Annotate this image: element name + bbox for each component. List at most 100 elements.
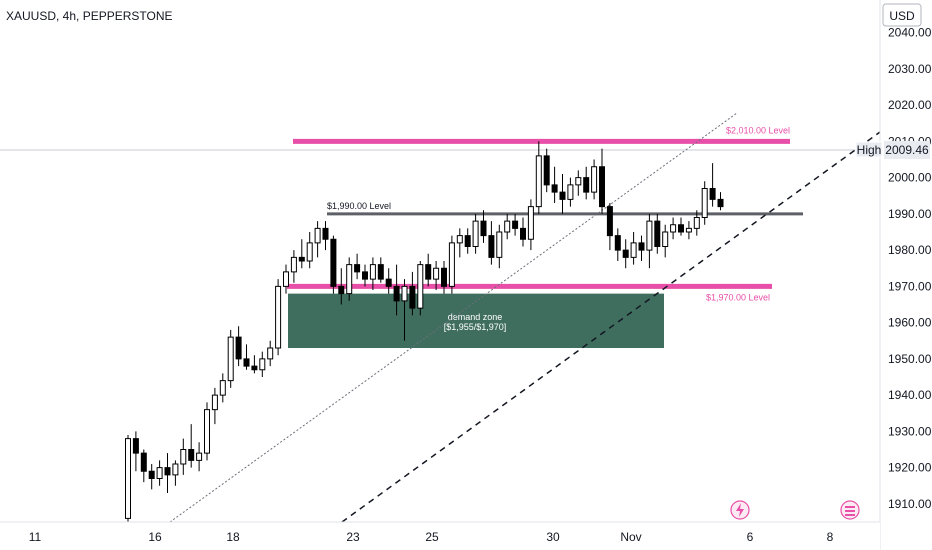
candle-body — [385, 278, 392, 287]
earnings-event-icon[interactable] — [840, 500, 860, 520]
high-price-value: 2009.46 — [885, 143, 929, 157]
time-tick-label: 25 — [425, 530, 439, 544]
candle-body — [306, 242, 313, 262]
candle-body — [646, 220, 653, 251]
level-label-1970: $1,970.00 Level — [706, 292, 770, 302]
candle-body — [551, 184, 558, 193]
candle-body — [614, 235, 621, 251]
candle-body — [290, 256, 297, 273]
price-tick-label: 1950.00 — [888, 352, 932, 366]
level-line-1970 — [287, 283, 772, 289]
price-tick-label: 2000.00 — [888, 171, 932, 185]
candle-body — [678, 224, 684, 233]
demand-zone: demand zone[$1,955/$1,970] — [288, 293, 664, 348]
time-tick-label: 6 — [747, 530, 754, 544]
price-axis — [880, 0, 932, 550]
candle-body — [298, 256, 305, 262]
candle-body — [543, 155, 550, 186]
candle-body — [622, 249, 629, 258]
price-tick-label: 1980.00 — [888, 243, 932, 257]
candle-body — [259, 358, 266, 371]
support-trendline — [341, 131, 881, 523]
candle-body — [709, 188, 716, 200]
candle-body — [504, 220, 511, 233]
candle-body — [196, 452, 203, 461]
candle-body — [693, 217, 700, 229]
trendlines — [169, 112, 881, 523]
candle-body — [314, 227, 321, 244]
candle-body — [527, 206, 534, 240]
level-label-1990: $1,990.00 Level — [327, 201, 391, 211]
candle-body — [148, 470, 155, 479]
candle-body — [219, 380, 226, 396]
candles — [125, 141, 724, 522]
currency-label: USD — [889, 9, 915, 23]
candle-body — [164, 467, 171, 476]
level-line-2010 — [293, 138, 790, 144]
candle-body — [393, 285, 400, 302]
currency-box[interactable] — [882, 3, 922, 27]
price-tick-label: 1960.00 — [888, 316, 932, 330]
level-label-2010: $2,010.00 Level — [726, 125, 790, 135]
price-tick-label: 1990.00 — [888, 207, 932, 221]
candle-body — [670, 224, 677, 233]
price-tick-label: 1930.00 — [888, 424, 932, 438]
candle-body — [180, 449, 187, 465]
candle-body — [211, 394, 218, 411]
candle-body — [377, 264, 384, 280]
candle-body — [267, 347, 274, 360]
candle-body — [401, 285, 408, 302]
time-tick-label: 23 — [346, 530, 360, 544]
price-tick-label: 1910.00 — [888, 497, 932, 511]
candle-body — [583, 177, 590, 193]
candle-body — [275, 285, 282, 349]
flash-event-icon[interactable] — [730, 500, 750, 520]
price-tick-label: 1920.00 — [888, 461, 932, 475]
candle-body — [417, 264, 424, 309]
candle-body — [520, 227, 526, 240]
price-levels: $2,010.00 Level $1,990.00 Level $1,970.00 … — [287, 125, 803, 302]
candle-body — [227, 336, 234, 382]
candle-body — [717, 198, 724, 208]
time-axis — [0, 522, 880, 550]
candle-body — [425, 264, 432, 280]
candle-body — [140, 452, 147, 472]
demand-zone-label: demand zone — [448, 312, 503, 322]
candle-body — [125, 438, 131, 519]
candle-body — [575, 177, 582, 186]
candle-body — [362, 271, 368, 280]
time-tick-label: Nov — [620, 530, 641, 544]
candle-body — [606, 206, 613, 237]
candle-body — [433, 267, 440, 280]
candle-body — [630, 242, 637, 258]
time-tick-label: 18 — [226, 530, 240, 544]
candle-body — [188, 449, 195, 461]
price-tick-label: 2030.00 — [888, 62, 932, 76]
candle-body — [488, 235, 495, 258]
time-tick-label: 30 — [546, 530, 560, 544]
time-tick-label: 11 — [29, 530, 42, 544]
high-label-box — [855, 141, 883, 158]
candle-body — [409, 285, 416, 309]
time-tick-label: 16 — [148, 530, 162, 544]
candle-body — [369, 264, 376, 280]
high-label: High — [857, 143, 882, 157]
candle-body — [599, 166, 605, 208]
candle-body — [685, 227, 692, 233]
price-tick-label: 2020.00 — [888, 98, 932, 112]
high-price-box — [884, 141, 930, 159]
candle-body — [654, 220, 661, 247]
candle-body — [496, 231, 503, 258]
candle-body — [456, 235, 463, 244]
candle-body — [283, 271, 289, 287]
price-tick-label: 1940.00 — [888, 388, 932, 402]
price-tick-label: 1970.00 — [888, 279, 932, 293]
candle-body — [204, 409, 210, 454]
candle-body — [441, 267, 447, 287]
symbol-title: XAUUSD, 4h, PEPPERSTONE — [6, 9, 173, 23]
candle-body — [243, 358, 250, 367]
time-tick-label: 8 — [827, 530, 834, 544]
candle-body — [567, 184, 574, 200]
candle-body — [172, 463, 179, 476]
